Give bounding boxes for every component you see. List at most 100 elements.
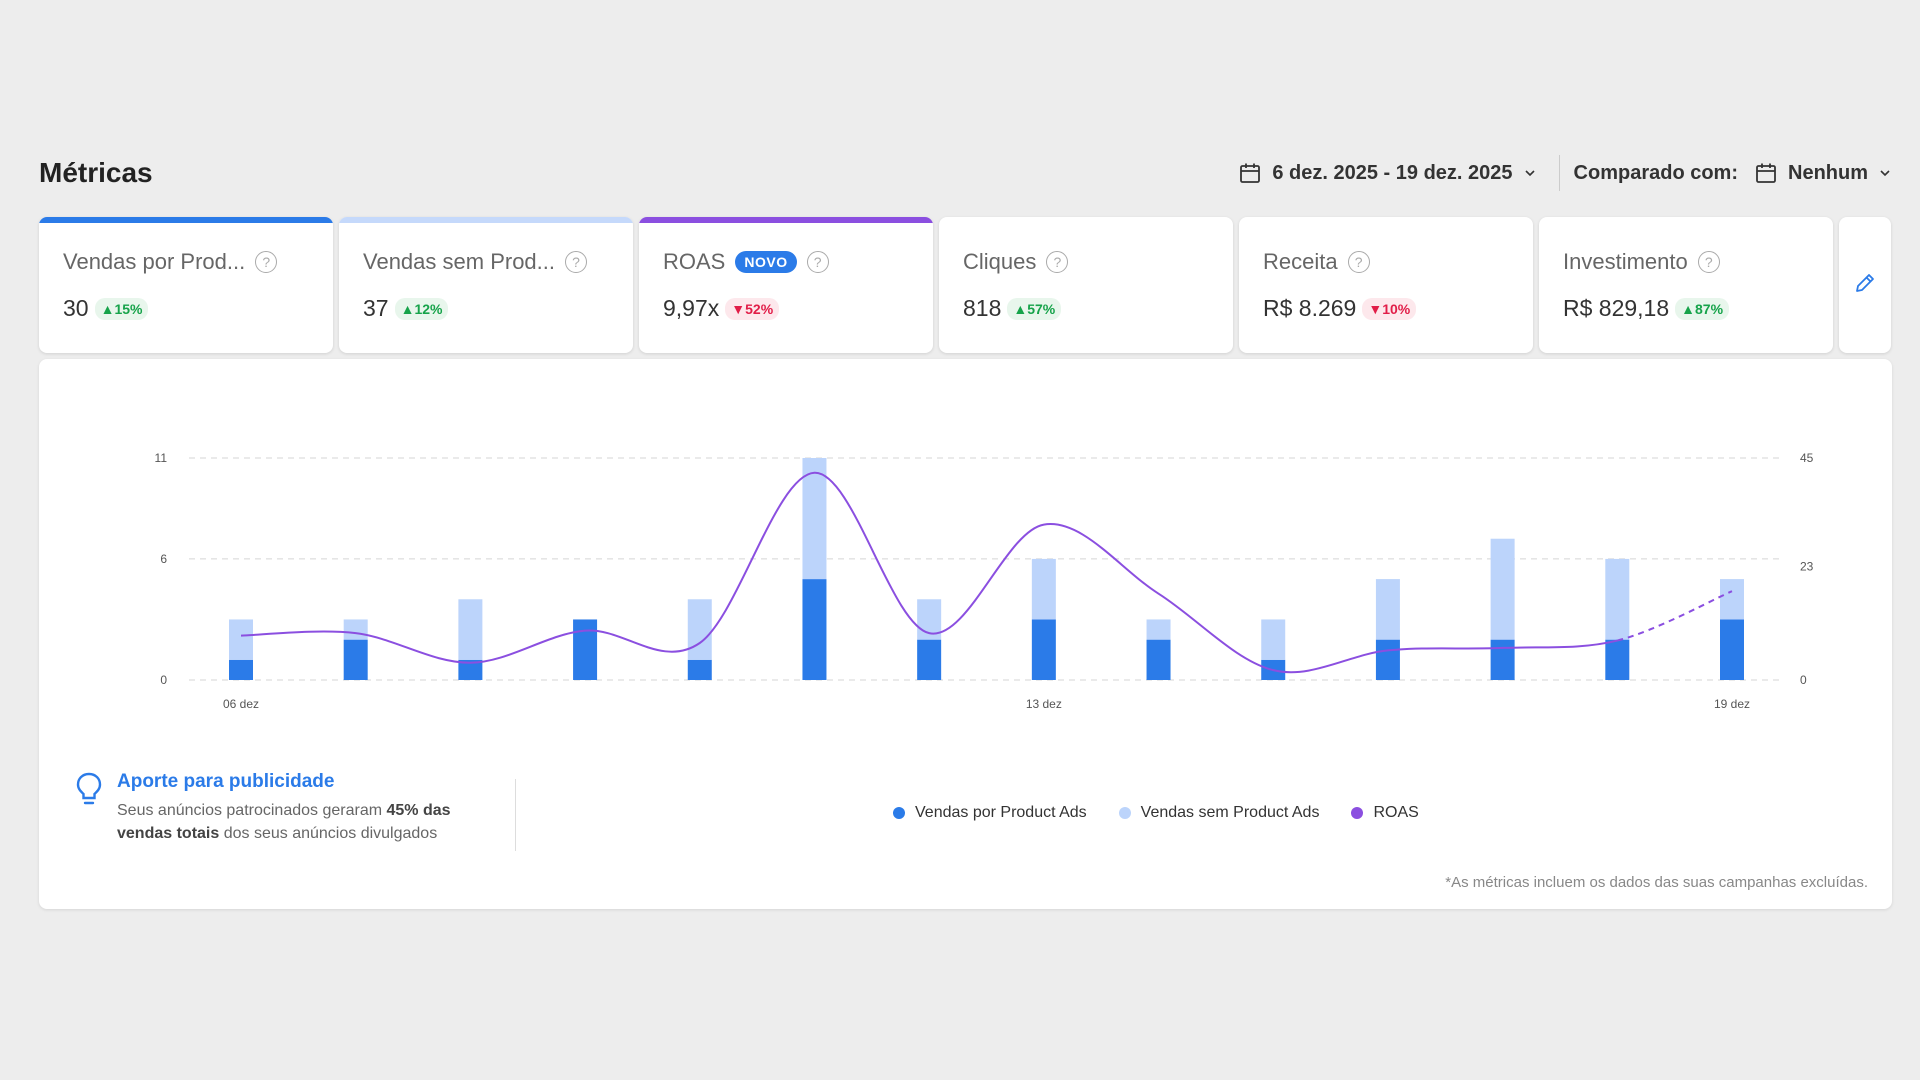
card-value: 30 <box>63 295 89 321</box>
bar-vendas-sem-product-ads <box>1261 619 1286 660</box>
card-value: R$ 8.269 <box>1263 295 1357 321</box>
bar-vendas-por-product-ads <box>1146 639 1171 680</box>
ad-contribution-tip: Aporte para publicidade Seus anúncios pa… <box>75 771 495 845</box>
metric-card-roas[interactable]: ROAS NOVO? 9,97x ▼52% <box>639 217 933 353</box>
legend-label: Vendas por Product Ads <box>915 804 1087 821</box>
bar-vendas-por-product-ads <box>1490 639 1515 680</box>
footnote: *As métricas incluem os dados das suas c… <box>1445 874 1868 891</box>
bar-vendas-por-product-ads <box>1031 619 1056 680</box>
metric-card-vendas-sem-product-ads[interactable]: Vendas sem Prod...? 37 ▲12% <box>339 217 633 353</box>
chevron-down-icon <box>1878 166 1892 180</box>
compare-value: Nenhum <box>1788 161 1868 184</box>
y-right-tick-label: 45 <box>1800 451 1814 465</box>
metric-card-vendas-por-product-ads[interactable]: Vendas por Prod...? 30 ▲15% <box>39 217 333 353</box>
pencil-icon <box>1853 271 1877 300</box>
metric-card-receita[interactable]: Receita? R$ 8.269 ▼10% <box>1239 217 1533 353</box>
y-left-tick-label: 11 <box>155 451 168 465</box>
chart-panel: 0 6 11 0 23 45 06 dez 13 dez 19 dez Aporte para … <box>39 359 1892 909</box>
bar-vendas-sem-product-ads <box>1375 579 1400 640</box>
card-title: Investimento <box>1563 249 1688 274</box>
legend-item-roas[interactable]: ROAS <box>1351 804 1419 822</box>
legend-dot <box>1118 807 1131 819</box>
chevron-down-icon <box>1523 166 1537 180</box>
legend-dot <box>893 807 905 819</box>
date-range-label: 6 dez. 2025 - 19 dez. 2025 <box>1272 161 1513 184</box>
edit-metrics-button[interactable] <box>1839 217 1891 353</box>
help-icon[interactable]: ? <box>806 251 829 273</box>
legend-item-vendas-por-product-ads[interactable]: Vendas por Product Ads <box>893 804 1087 822</box>
bar-vendas-sem-product-ads <box>1031 558 1056 620</box>
compare-selector[interactable]: Nenhum <box>1754 161 1892 185</box>
bar-vendas-sem-product-ads <box>1720 579 1744 620</box>
bar-vendas-por-product-ads <box>343 639 368 680</box>
help-icon[interactable]: ? <box>1046 251 1069 273</box>
bar-vendas-por-product-ads <box>1375 639 1400 680</box>
delta-badge: ▼10% <box>1362 297 1417 320</box>
bar-vendas-sem-product-ads <box>1146 619 1171 640</box>
help-icon[interactable]: ? <box>1347 251 1370 273</box>
legend-item-vendas-sem-product-ads[interactable]: Vendas sem Product Ads <box>1118 804 1320 822</box>
legend-label: ROAS <box>1373 804 1419 821</box>
bar-vendas-por-product-ads <box>229 659 253 680</box>
roas-line <box>240 471 1618 674</box>
tip-divider <box>515 779 516 851</box>
card-value: 9,97x <box>663 295 720 321</box>
legend-label: Vendas sem Product Ads <box>1140 804 1320 821</box>
chart-legend: Vendas por Product Ads Vendas sem Produc… <box>893 804 1419 822</box>
bar-vendas-sem-product-ads <box>1490 538 1515 640</box>
metric-cards: Vendas por Prod...? 30 ▲15% Vendas sem Pr… <box>39 217 1892 353</box>
card-value: 37 <box>363 295 389 321</box>
legend-dot <box>1351 807 1364 819</box>
sales-roas-chart: 0 6 11 0 23 45 06 dez 13 dez 19 dez <box>155 451 1814 711</box>
calendar-icon <box>1754 161 1778 185</box>
y-right-tick-label: 23 <box>1800 560 1814 574</box>
bar-vendas-sem-product-ads <box>802 458 827 580</box>
bar-vendas-sem-product-ads <box>229 619 253 660</box>
bar-vendas-por-product-ads <box>458 659 483 680</box>
delta-badge: ▼52% <box>725 297 780 320</box>
bar-vendas-por-product-ads <box>917 639 942 680</box>
card-title: ROAS <box>663 249 726 274</box>
calendar-icon <box>1238 161 1262 185</box>
bar-vendas-sem-product-ads <box>343 619 368 640</box>
delta-badge: ▲15% <box>94 297 149 320</box>
y-left-tick-label: 0 <box>160 673 167 687</box>
bar-vendas-por-product-ads <box>1720 619 1744 680</box>
compare-label: Comparado com: <box>1573 161 1738 184</box>
card-title: Cliques <box>963 249 1037 274</box>
date-range-selector[interactable]: 6 dez. 2025 - 19 dez. 2025 <box>1238 161 1536 185</box>
x-tick-label: 13 dez <box>1026 697 1062 711</box>
help-icon[interactable]: ? <box>565 251 587 273</box>
bar-vendas-sem-product-ads <box>1605 558 1630 640</box>
delta-badge: ▲87% <box>1675 297 1730 320</box>
new-badge: NOVO <box>735 251 797 273</box>
roas-line-projected <box>1617 590 1733 642</box>
tip-text: Seus anúncios patrocinados geraram 45% d… <box>117 802 451 842</box>
help-icon[interactable]: ? <box>255 251 278 273</box>
tip-title: Aporte para publicidade <box>117 771 335 792</box>
lightbulb-icon <box>75 771 103 845</box>
x-tick-label: 19 dez <box>1714 697 1750 711</box>
delta-badge: ▲57% <box>1007 297 1062 320</box>
card-value: 818 <box>963 295 1002 321</box>
y-right-tick-label: 0 <box>1800 673 1807 687</box>
x-tick-label: 06 dez <box>223 697 259 711</box>
metric-card-investimento[interactable]: Investimento? R$ 829,18 ▲87% <box>1539 217 1833 353</box>
bar-vendas-sem-product-ads <box>458 599 483 660</box>
card-title: Vendas por Prod... <box>63 249 246 274</box>
filters: 6 dez. 2025 - 19 dez. 2025 Comparado com… <box>1238 155 1892 191</box>
bar-vendas-por-product-ads <box>802 579 827 680</box>
bar-vendas-por-product-ads <box>573 619 598 680</box>
card-title: Vendas sem Prod... <box>363 249 555 274</box>
help-icon[interactable]: ? <box>1697 251 1720 273</box>
page-title: Métricas <box>39 157 153 188</box>
bar-vendas-sem-product-ads <box>687 599 712 660</box>
metric-card-cliques[interactable]: Cliques? 818 ▲57% <box>939 217 1233 353</box>
bar-vendas-por-product-ads <box>687 659 712 680</box>
filter-divider <box>1558 155 1560 191</box>
card-title: Receita <box>1263 249 1338 274</box>
metrics-header: Métricas 6 dez. 2025 - 19 dez. 2025 Comp… <box>39 150 1892 196</box>
delta-badge: ▲12% <box>394 297 449 320</box>
y-left-tick-label: 6 <box>160 552 167 566</box>
card-value: R$ 829,18 <box>1563 295 1670 321</box>
